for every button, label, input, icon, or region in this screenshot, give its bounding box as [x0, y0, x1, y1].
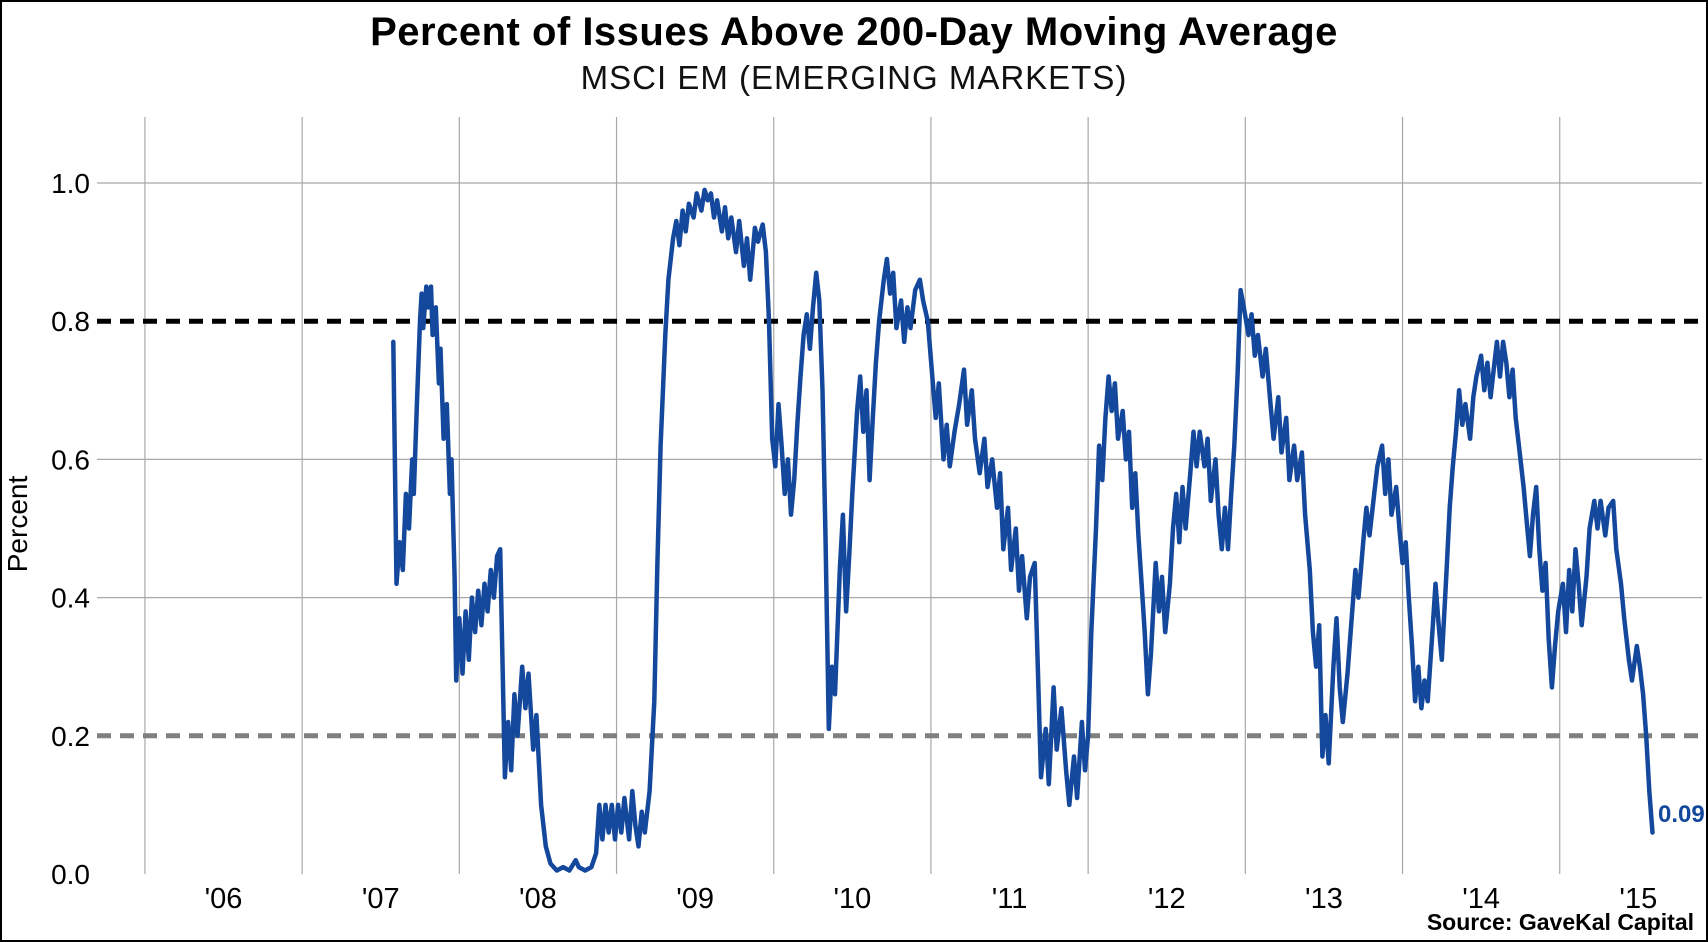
y-axis-tick-labels: 0.0 0.2 0.4 0.6 0.8 1.0	[51, 168, 90, 890]
svg-text:0.0: 0.0	[51, 859, 90, 890]
svg-text:'14: '14	[1462, 883, 1500, 915]
svg-text:0.8: 0.8	[51, 306, 90, 337]
series-line	[391, 187, 1655, 873]
svg-text:'06: '06	[205, 883, 243, 915]
svg-text:'07: '07	[362, 883, 400, 915]
reference-lines	[97, 318, 1706, 739]
gridlines	[97, 117, 1702, 874]
chart-title: Percent of Issues Above 200-Day Moving A…	[370, 10, 1338, 54]
svg-text:'08: '08	[519, 883, 557, 915]
svg-text:'09: '09	[676, 883, 714, 915]
x-axis-tick-labels: '06 '07 '08 '09 '10 '11 '12 '13 '14 '15	[205, 883, 1658, 915]
svg-text:'10: '10	[833, 883, 871, 915]
source-credit: Source: GaveKal Capital	[1426, 909, 1694, 935]
last-value-label: 0.09	[1658, 801, 1705, 828]
svg-text:0.6: 0.6	[51, 444, 90, 475]
svg-text:0.2: 0.2	[51, 721, 90, 752]
chart-subtitle: MSCI EM (EMERGING MARKETS)	[580, 59, 1128, 96]
svg-text:'13: '13	[1305, 883, 1343, 915]
svg-text:'15: '15	[1619, 883, 1657, 915]
svg-text:'11: '11	[992, 883, 1028, 915]
svg-text:'12: '12	[1148, 883, 1186, 915]
svg-text:1.0: 1.0	[51, 168, 90, 199]
svg-text:0.4: 0.4	[51, 583, 90, 614]
